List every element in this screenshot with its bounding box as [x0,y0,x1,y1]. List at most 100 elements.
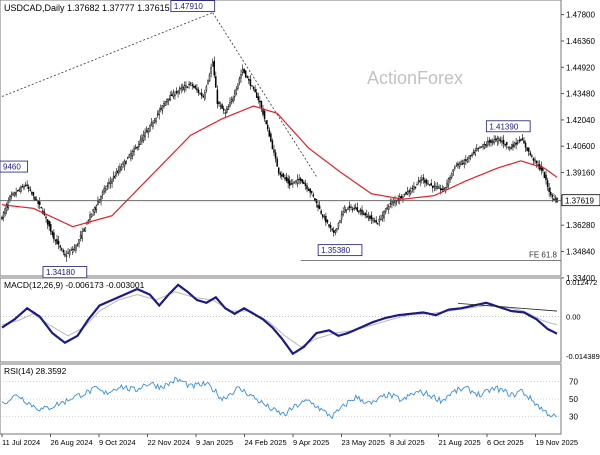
candle-body [417,180,420,183]
x-tick-label: 11 Jul 2024 [2,438,40,447]
candle-body [435,186,437,189]
candle-body [345,209,348,211]
candle-body [241,69,244,73]
macd-y-tick-label: -0.014389 [566,352,600,361]
candle-body [331,228,333,231]
candle-body [152,122,154,127]
candle-body [355,207,357,210]
candle-body [221,104,223,109]
candle-body [125,161,127,165]
rsi-y-tick-label: 70 [569,378,578,387]
candle-body [526,147,528,151]
candle-body [268,129,271,137]
candle-body [249,79,252,86]
candle-body [244,70,247,78]
candle-body [343,206,346,213]
candle-body [347,207,349,211]
candle-body [215,76,217,88]
candle-body [298,178,300,181]
candle-body [274,152,277,159]
candle-body [204,91,206,100]
candle-body [505,141,508,146]
candle-body [213,60,216,76]
candle-body [373,220,376,222]
candle-body [296,179,299,185]
candle-body [4,208,6,214]
candle-body [196,88,198,91]
candle-body [516,142,519,144]
candle-body [421,179,423,181]
fib-small-label: .8 [549,194,555,201]
current-price-label: 1.37619 [565,197,594,206]
candle-body [310,191,313,193]
candle-body [320,210,322,214]
candle-body [485,143,487,146]
x-tick-label: 21 Aug 2025 [439,438,481,447]
candle-body [114,175,116,179]
candle-body [23,185,25,189]
candle-body [284,177,286,180]
candle-body [145,130,148,133]
candle-body [101,191,104,195]
candle-body [153,120,156,123]
candle-body [521,138,524,141]
candle-body [65,255,68,258]
macd-line [1,283,558,356]
candle-body [293,181,296,183]
candle-body [402,196,404,198]
candle-body [364,212,366,216]
candle-body [383,210,385,218]
candle-body [350,206,352,208]
rsi-y-tick-label: 50 [569,395,578,404]
candle-body [29,189,32,191]
candle-body [381,215,384,219]
candle-body [317,204,319,208]
candle-body [109,181,112,184]
candle-body [433,185,436,187]
price-y-tick-label: 1.36280 [566,221,595,230]
price-y-tick-label: 1.43480 [566,90,595,99]
candle-body [323,216,326,218]
candle-body [549,192,552,195]
candle-body [120,166,123,170]
candle-body [227,106,230,110]
candle-body [7,200,10,208]
candle-body [422,177,425,180]
candle-body [123,160,126,167]
candle-body [57,240,60,245]
candle-body [482,144,484,147]
rsi-line [1,376,558,420]
price-annotation-label: 1.34180 [46,268,75,277]
candle-body [414,186,417,188]
candle-body [285,177,288,182]
candle-body [314,198,316,201]
candle-body [428,184,431,186]
candle-body [73,247,76,250]
x-tick-label: 6 Oct 2025 [487,438,524,447]
candle-body [248,78,250,81]
candle-body [329,225,332,229]
price-annotation-box [0,160,29,173]
candle-body [32,192,35,196]
candle-body [306,185,308,190]
candle-body [147,128,149,134]
candle-body [183,85,186,90]
candle-body [136,146,138,149]
candle-body [16,190,19,192]
moving-average-line [1,105,558,228]
price-annotation-label: 1.47910 [174,2,203,11]
candle-body [40,206,43,209]
candle-body [427,183,429,185]
candle-body [270,133,272,142]
candle-body [507,146,510,148]
candle-body [139,139,142,145]
candle-body [38,201,41,205]
candle-body [224,112,227,114]
candle-body [501,140,503,143]
candle-body [95,205,98,210]
price-annotation-label: 1.41390 [489,122,518,131]
macd-panel [0,277,562,363]
candle-body [149,124,151,132]
candle-body [400,196,403,199]
candle-body [449,177,451,180]
